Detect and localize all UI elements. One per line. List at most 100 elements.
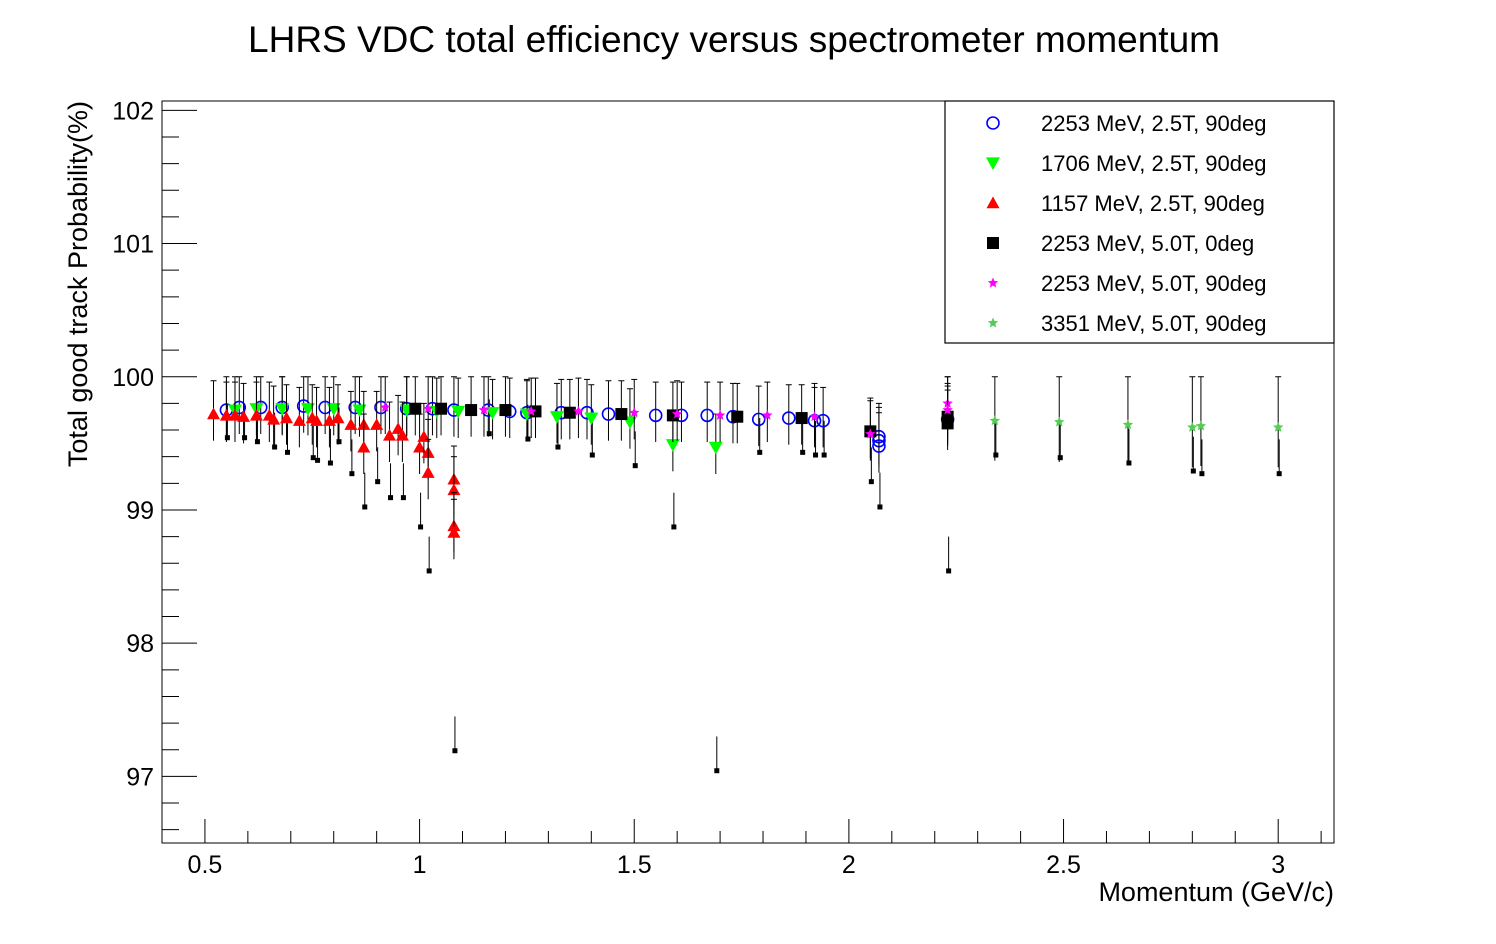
data-point [795,412,808,425]
error-tail-marker [242,435,248,441]
legend-entry-2: 1706 MeV, 2.5T, 90deg [986,151,1266,176]
data-point [310,414,324,426]
error-tail-marker [400,495,406,501]
legend-entry-6: 3351 MeV, 5.0T, 90deg [987,311,1266,336]
x-tick-label: 0.5 [188,851,223,879]
error-tail-marker [272,444,278,450]
data-point [714,409,726,420]
y-axis: 97 98 99 100 101 102 [112,97,197,831]
error-tail-marker [1190,468,1196,474]
data-points [207,376,1284,560]
chart-title: LHRS VDC total efficiency versus spectro… [248,19,1220,60]
data-point [1054,416,1065,427]
data-point [421,466,435,478]
data-point [451,405,466,419]
y-tick-label: 99 [126,497,154,525]
data-point [665,439,680,452]
data-point [370,418,384,430]
data-point [219,408,233,421]
legend-entry-1: 2253 MeV, 2.5T, 90deg [986,111,1266,136]
plot-frame [161,100,1335,844]
data-point [228,408,242,421]
error-tail-marker [589,452,595,458]
data-point [447,483,461,496]
legend-label: 3351 MeV, 5.0T, 90deg [1041,311,1266,336]
data-point [326,403,341,416]
legend: 2253 MeV, 2.5T, 90deg 1706 MeV, 2.5T, 90d… [944,100,1335,344]
data-point [422,403,434,414]
data-point [279,411,293,424]
error-tail-marker [224,435,230,441]
legend-marker [986,157,1000,170]
data-point [563,406,576,419]
legend-marker [987,317,999,328]
data-point [267,412,281,425]
error-tail-marker [388,495,394,501]
data-point [872,439,886,453]
data-point [352,404,367,418]
data-point [809,411,820,422]
data-point [383,428,397,441]
legend-label: 1706 MeV, 2.5T, 90deg [1041,151,1266,176]
error-tail-marker [555,444,561,450]
legend-box [944,100,1335,344]
data-point [499,404,512,417]
legend-label: 2253 MeV, 2.5T, 90deg [1041,111,1266,136]
data-point [989,415,1001,426]
legend-entry-3: 1157 MeV, 2.5T, 90deg [986,191,1265,216]
error-tail-marker [946,568,952,574]
y-tick-label: 102 [112,97,154,125]
y-tick-label: 98 [126,630,154,658]
data-point [249,408,263,421]
x-tick-label: 3 [1271,851,1285,879]
error-tail-marker [315,457,321,463]
data-point [380,401,391,412]
error-tail-marker [327,460,333,466]
error-tail-marker [1199,471,1205,477]
error-tail-marker [254,439,260,445]
data-point [700,408,715,423]
data-point [629,407,640,418]
data-point [671,408,683,419]
x-tick-label: 2.5 [1046,851,1081,879]
data-point [648,408,663,423]
series-6 [989,376,1284,468]
data-point [207,407,221,420]
x-axis-title: Momentum (GeV/c) [1098,877,1334,907]
legend-marker [987,237,999,249]
legend-marker [986,196,1000,209]
error-tail-marker [813,452,819,458]
data-point [300,403,315,416]
error-tail-marker [525,436,531,442]
data-point [525,405,537,416]
legend-entry-4: 2253 MeV, 5.0T, 0deg [987,231,1254,256]
error-tail-marker [375,479,381,485]
y-axis-title: Total good track Probability(%) [63,101,93,467]
data-point [1122,419,1134,430]
data-point [865,428,876,439]
error-tail-marker [993,452,999,458]
error-tail-marker [362,504,368,510]
x-tick-label: 2 [842,851,856,879]
legend-marker [986,116,1000,130]
legend-label: 1157 MeV, 2.5T, 90deg [1041,191,1265,216]
data-point [465,404,478,417]
data-point [601,407,616,421]
data-point [615,408,628,421]
data-point [413,440,427,453]
error-tail-marker [1057,455,1063,461]
error-tail-marker [757,449,763,455]
data-point [447,526,461,538]
legend-marker [987,277,999,288]
x-axis: 0.5 1 1.5 2 2.5 3 [161,819,1322,879]
data-point [357,440,371,453]
error-tail-marker [310,455,316,461]
error-tail-marker [284,449,290,455]
error-tail-marker [349,471,355,477]
error-tail-marker [1126,460,1132,466]
lower-error-tails [224,399,1282,774]
data-point [409,402,422,415]
data-point [731,410,744,423]
error-tail-marker [868,479,874,485]
data-point [781,411,796,425]
